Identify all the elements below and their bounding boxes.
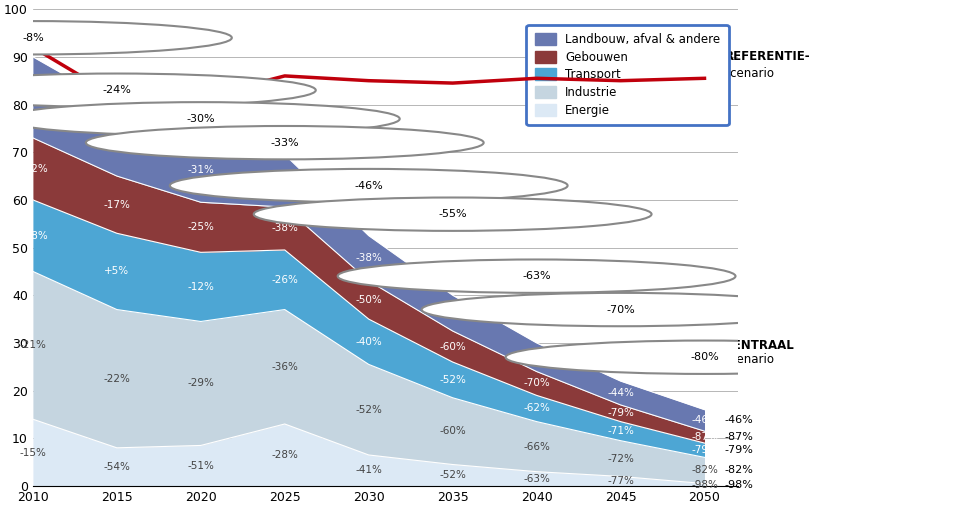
- Text: scenario: scenario: [724, 67, 774, 80]
- Text: -87%: -87%: [724, 432, 754, 442]
- Ellipse shape: [170, 169, 567, 202]
- Ellipse shape: [2, 102, 400, 136]
- Text: -60%: -60%: [439, 426, 466, 436]
- Text: -51%: -51%: [187, 461, 215, 471]
- Text: -77%: -77%: [607, 476, 634, 486]
- Text: -52%: -52%: [356, 405, 382, 415]
- Text: -62%: -62%: [523, 403, 550, 414]
- Ellipse shape: [0, 74, 316, 107]
- Text: -42%: -42%: [523, 352, 550, 362]
- Text: -79%: -79%: [607, 408, 634, 418]
- Text: -52%: -52%: [439, 375, 466, 385]
- Text: -71%: -71%: [607, 426, 634, 436]
- Text: -26%: -26%: [271, 275, 298, 285]
- Text: -44%: -44%: [607, 388, 634, 398]
- Text: -79%: -79%: [691, 445, 718, 455]
- Ellipse shape: [421, 293, 819, 326]
- Text: -46%: -46%: [691, 416, 718, 425]
- Text: -28%: -28%: [104, 135, 130, 145]
- Text: -12%: -12%: [187, 282, 215, 292]
- Text: -41%: -41%: [356, 465, 382, 475]
- Text: -17%: -17%: [104, 200, 130, 210]
- Text: CENTRAAL: CENTRAAL: [724, 339, 795, 352]
- Legend: Landbouw, afval & andere, Gebouwen, Transport, Industrie, Energie: Landbouw, afval & andere, Gebouwen, Tran…: [526, 24, 729, 125]
- Text: -24%: -24%: [103, 85, 131, 95]
- Text: -21%: -21%: [20, 340, 46, 351]
- Text: -30%: -30%: [186, 114, 216, 124]
- Text: -82%: -82%: [724, 465, 754, 475]
- Text: -98%: -98%: [691, 480, 718, 490]
- Text: -82%: -82%: [691, 465, 718, 475]
- Text: -46%: -46%: [355, 180, 383, 190]
- Text: -55%: -55%: [438, 209, 466, 219]
- Text: -38%: -38%: [356, 253, 382, 263]
- Text: -63%: -63%: [523, 474, 550, 484]
- Text: -36%: -36%: [271, 362, 298, 372]
- Text: -25%: -25%: [187, 223, 215, 232]
- Text: -15%: -15%: [20, 448, 46, 458]
- Text: -8%: -8%: [22, 33, 44, 43]
- Ellipse shape: [86, 126, 484, 160]
- Text: -79%: -79%: [724, 445, 754, 455]
- Text: -25%: -25%: [20, 92, 46, 103]
- Text: -54%: -54%: [104, 462, 130, 472]
- Text: -52%: -52%: [439, 470, 466, 480]
- Text: -70%: -70%: [607, 305, 635, 314]
- Text: +5%: +5%: [104, 266, 129, 276]
- Text: -33%: -33%: [270, 138, 299, 148]
- Text: -63%: -63%: [522, 271, 551, 281]
- Text: REFERENTIE-: REFERENTIE-: [724, 50, 810, 64]
- Ellipse shape: [506, 340, 904, 374]
- Text: -40%: -40%: [356, 337, 382, 347]
- Text: -70%: -70%: [523, 378, 550, 389]
- Text: -98%: -98%: [724, 480, 754, 490]
- Text: -22%: -22%: [104, 374, 130, 384]
- Text: -31%: -31%: [187, 165, 215, 175]
- Ellipse shape: [0, 21, 232, 54]
- Text: -60%: -60%: [439, 341, 466, 352]
- Text: +22%: +22%: [17, 164, 49, 174]
- Text: -28%: -28%: [271, 450, 298, 460]
- Text: scenario: scenario: [724, 353, 774, 366]
- Ellipse shape: [338, 260, 736, 293]
- Text: -40%: -40%: [439, 308, 466, 318]
- Text: -50%: -50%: [356, 295, 382, 305]
- Text: -72%: -72%: [607, 454, 634, 464]
- Text: -38%: -38%: [271, 224, 298, 234]
- Text: -35%: -35%: [271, 176, 298, 186]
- Text: -29%: -29%: [187, 378, 215, 389]
- Text: +18%: +18%: [17, 231, 49, 241]
- Text: -66%: -66%: [523, 441, 550, 452]
- Text: -80%: -80%: [690, 352, 719, 362]
- Text: -87%: -87%: [691, 432, 718, 442]
- Text: -46%: -46%: [724, 416, 754, 425]
- Ellipse shape: [254, 198, 652, 231]
